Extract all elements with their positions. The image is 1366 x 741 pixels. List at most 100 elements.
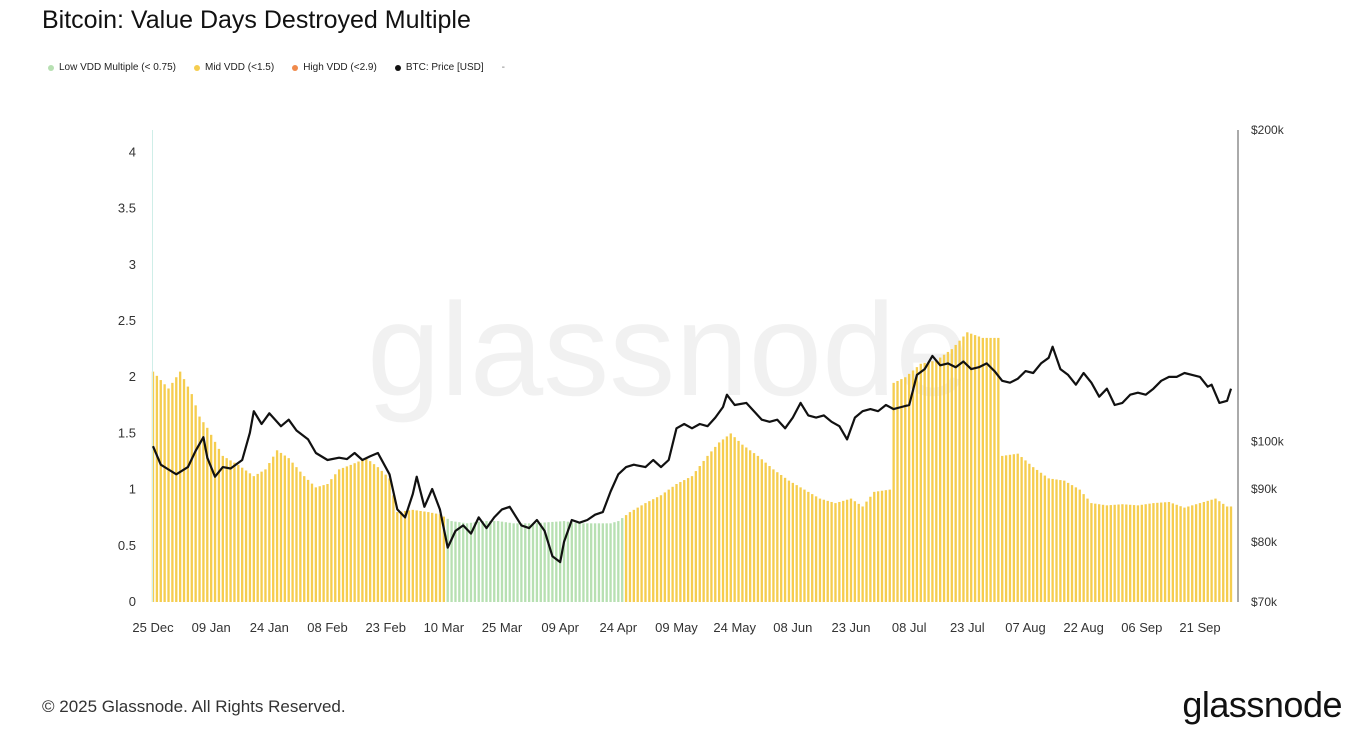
vdd-bar xyxy=(574,522,577,602)
vdd-bar xyxy=(605,523,608,602)
x-tick-label: 24 May xyxy=(713,620,756,635)
vdd-bar xyxy=(163,384,166,602)
vdd-bar xyxy=(803,489,806,602)
vdd-bar xyxy=(442,516,445,602)
legend-label-low-vdd: Low VDD Multiple (< 0.75) xyxy=(59,62,176,73)
vdd-bar xyxy=(462,522,465,602)
x-tick-label: 23 Feb xyxy=(365,620,405,635)
vdd-bar xyxy=(1179,506,1182,602)
vdd-bar xyxy=(1156,502,1159,602)
vdd-bar xyxy=(737,440,740,602)
vdd-bar xyxy=(624,515,628,602)
chart-legend: Low VDD Multiple (< 0.75) Mid VDD (<1.5)… xyxy=(48,62,505,73)
vdd-bar xyxy=(349,464,352,602)
vdd-bar xyxy=(1035,469,1039,602)
x-tick-label: 25 Mar xyxy=(482,620,523,635)
vdd-bar xyxy=(768,466,771,602)
vdd-bar xyxy=(1074,487,1078,602)
vdd-bar xyxy=(861,506,864,602)
vdd-bar xyxy=(248,473,252,602)
vdd-bar xyxy=(683,480,686,602)
vdd-bar xyxy=(419,510,422,602)
legend-item-low-vdd[interactable]: Low VDD Multiple (< 0.75) xyxy=(48,62,176,73)
x-tick-label: 09 May xyxy=(655,620,698,635)
y-left-tick-label: 3 xyxy=(129,257,136,272)
legend-item-mid-vdd[interactable]: Mid VDD (<1.5) xyxy=(194,62,274,73)
vdd-bar xyxy=(873,491,876,602)
vdd-bar xyxy=(337,469,341,602)
vdd-bar xyxy=(167,388,170,602)
y-left-tick-label: 2 xyxy=(129,369,136,384)
vdd-bar xyxy=(217,448,221,602)
vdd-bar xyxy=(151,371,155,602)
vdd-bar xyxy=(1032,467,1035,602)
vdd-bar xyxy=(970,333,973,602)
vdd-bar xyxy=(725,436,729,602)
vdd-bar xyxy=(888,489,891,602)
vdd-bar xyxy=(780,475,783,602)
vdd-bar xyxy=(590,523,593,602)
vdd-bar xyxy=(310,483,314,602)
vdd-bar xyxy=(299,471,302,602)
vdd-bar xyxy=(1152,503,1155,602)
vdd-bar xyxy=(194,405,197,602)
vdd-bar xyxy=(729,433,732,602)
vdd-bar xyxy=(384,474,387,602)
vdd-bar xyxy=(1028,463,1031,602)
vdd-bar xyxy=(225,458,228,602)
vdd-bar xyxy=(458,522,461,602)
vdd-bar xyxy=(244,470,248,602)
vdd-bar xyxy=(679,482,682,602)
vdd-bar xyxy=(1055,479,1058,602)
vdd-bar xyxy=(1183,507,1186,602)
vdd-bar xyxy=(791,482,794,602)
vdd-bar xyxy=(469,522,473,602)
vdd-bar xyxy=(966,332,969,602)
legend-label-btc-price: BTC: Price [USD] xyxy=(405,62,484,73)
vdd-bar xyxy=(489,521,492,602)
vdd-bar xyxy=(807,491,810,602)
vdd-bar xyxy=(1109,505,1112,602)
vdd-bar xyxy=(291,462,294,602)
vdd-bar xyxy=(287,458,290,602)
vdd-bar xyxy=(407,510,411,602)
vdd-bar xyxy=(946,351,950,602)
vdd-bar xyxy=(1136,505,1140,602)
x-tick-label: 23 Jun xyxy=(831,620,870,635)
vdd-bar xyxy=(306,479,310,602)
vdd-bar xyxy=(783,477,787,602)
vdd-bar xyxy=(260,471,263,602)
vdd-bar xyxy=(1175,504,1178,602)
vdd-bar xyxy=(609,523,612,602)
x-tick-label: 21 Sep xyxy=(1179,620,1220,635)
vdd-bar xyxy=(516,523,519,602)
vdd-bar xyxy=(562,521,566,602)
vdd-bar xyxy=(1163,502,1167,602)
vdd-bar xyxy=(159,380,162,602)
legend-item-high-vdd[interactable]: High VDD (<2.9) xyxy=(292,62,377,73)
vdd-bar xyxy=(1206,500,1209,602)
vdd-bar xyxy=(206,427,209,602)
vdd-bar xyxy=(508,522,511,602)
vdd-bar xyxy=(268,463,271,602)
vdd-bar xyxy=(1105,505,1109,602)
vdd-bar xyxy=(365,458,368,602)
vdd-bar xyxy=(884,490,888,602)
vdd-bar xyxy=(380,470,383,602)
vdd-bar xyxy=(628,512,632,602)
legend-item-btc-price[interactable]: BTC: Price [USD] xyxy=(394,62,484,73)
vdd-bar xyxy=(175,377,178,602)
vdd-bar xyxy=(213,441,217,602)
vdd-bar xyxy=(1051,478,1054,602)
vdd-bar xyxy=(434,513,438,602)
vdd-bar xyxy=(1024,460,1027,602)
vdd-bar xyxy=(597,523,601,602)
x-tick-label: 08 Jul xyxy=(892,620,927,635)
vdd-bar xyxy=(1004,455,1008,602)
vdd-bar xyxy=(1078,489,1081,602)
vdd-bar xyxy=(1001,455,1004,602)
vdd-bar xyxy=(814,496,818,602)
x-tick-label: 10 Mar xyxy=(424,620,465,635)
vdd-bar xyxy=(717,442,721,602)
